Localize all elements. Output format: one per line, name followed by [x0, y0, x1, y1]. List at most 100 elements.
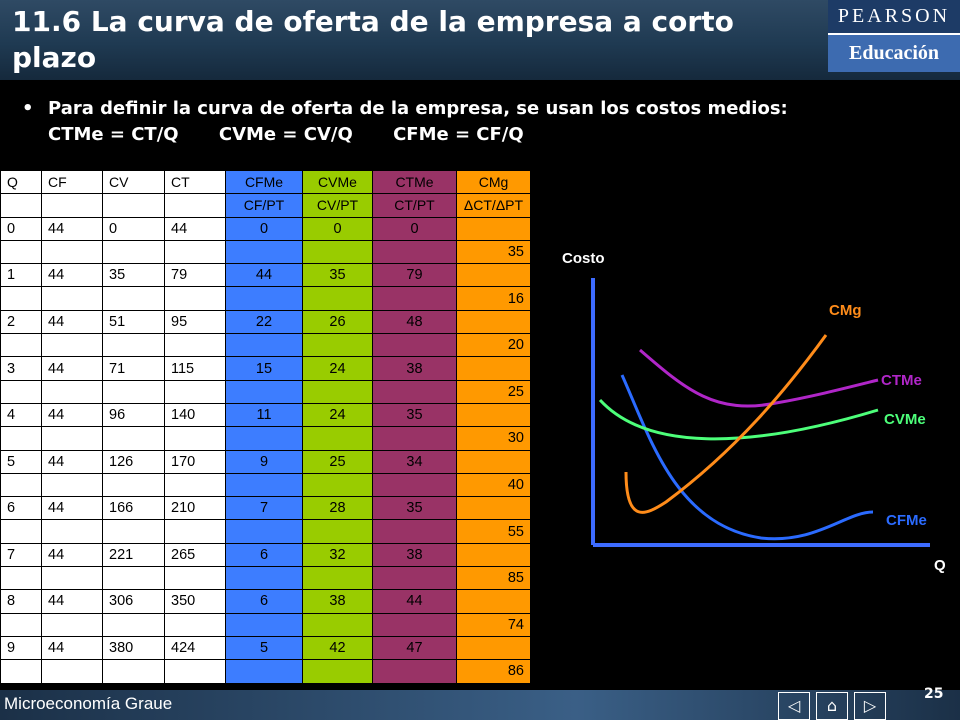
table-row: 4 44 96 140 11 24 35: [0, 402, 531, 428]
table-cell: 221: [102, 542, 165, 568]
table-cell: 170: [164, 449, 226, 474]
empty-cell: [225, 659, 303, 684]
footer-brand: Microeconomía Graue: [4, 694, 173, 713]
table-cell: 44: [164, 216, 226, 241]
table-row: 5 44 126 170 9 25 34: [0, 449, 531, 474]
empty-cell: [0, 193, 42, 218]
cmg-cell: 25: [456, 379, 531, 404]
empty-cell: [164, 519, 226, 544]
empty-cell: [41, 519, 103, 544]
cmg-cell: 85: [456, 566, 531, 591]
empty-cell: [0, 379, 42, 404]
prev-slide-button[interactable]: ◁: [778, 692, 810, 720]
table-cell: 7: [225, 496, 303, 521]
cmg-cell: 86: [456, 659, 531, 684]
cmg-cell: 16: [456, 286, 531, 311]
empty-cell: [41, 472, 103, 498]
subheader-cell: ΔCT/ΔPT: [456, 193, 531, 218]
empty-cell: [0, 519, 42, 544]
table-cell: 79: [164, 263, 226, 288]
table-cell: 7: [0, 542, 42, 568]
empty-cell: [225, 239, 303, 265]
empty-cell: [164, 379, 226, 404]
cmg-cell: [456, 496, 531, 521]
empty-cell: [41, 612, 103, 637]
table-cell: 9: [225, 449, 303, 474]
table-cell: 380: [102, 635, 165, 661]
table-cell: 44: [41, 402, 103, 428]
table-cell: 42: [302, 635, 373, 661]
empty-cell: [225, 472, 303, 498]
empty-cell: [225, 426, 303, 451]
empty-cell: [164, 566, 226, 591]
cmg-cell: [456, 449, 531, 474]
header-cell: CV: [102, 169, 165, 195]
x-axis-label: Q: [934, 557, 946, 574]
empty-cell: [41, 239, 103, 265]
table-cell: 306: [102, 589, 165, 614]
table-cell: 32: [302, 542, 373, 568]
empty-cell: [0, 286, 42, 311]
header-row: Q CF CV CT CFMe CVMe CTMe CMg: [0, 169, 531, 195]
empty-cell: [0, 612, 42, 637]
table-cell: 44: [41, 635, 103, 661]
empty-cell: [0, 659, 42, 684]
empty-cell: [102, 379, 165, 404]
empty-cell: [302, 333, 373, 358]
cost-table: Q CF CV CT CFMe CVMe CTMe CMg CF/PT CV/PT CT/PT ΔCT…: [0, 169, 531, 684]
empty-cell: [372, 333, 457, 358]
empty-cell: [164, 333, 226, 358]
cmg-cell: 40: [456, 472, 531, 498]
table-cell: 0: [0, 216, 42, 241]
header-cell: CF: [41, 169, 103, 195]
table-row: 35: [0, 239, 531, 265]
table-row: 16: [0, 286, 531, 311]
empty-cell: [372, 566, 457, 591]
empty-cell: [102, 566, 165, 591]
empty-cell: [302, 426, 373, 451]
empty-cell: [41, 426, 103, 451]
table-row: 8 44 306 350 6 38 44: [0, 589, 531, 614]
table-cell: 5: [225, 635, 303, 661]
curve-cmg: [624, 334, 828, 514]
cmg-cell: 30: [456, 426, 531, 451]
table-cell: 5: [0, 449, 42, 474]
table-cell: 15: [225, 356, 303, 381]
table-cell: 9: [0, 635, 42, 661]
home-button[interactable]: ⌂: [816, 692, 848, 720]
table-cell: 25: [302, 449, 373, 474]
table-cell: 6: [225, 589, 303, 614]
header-cell: CFMe: [225, 169, 303, 195]
table-cell: 6: [225, 542, 303, 568]
empty-cell: [0, 566, 42, 591]
slide-title: 11.6 La curva de oferta de la empresa a …: [12, 5, 734, 74]
table-row: 2 44 51 95 22 26 48: [0, 309, 531, 335]
empty-cell: [372, 286, 457, 311]
table-cell: 47: [372, 635, 457, 661]
table-cell: 38: [302, 589, 373, 614]
empty-cell: [372, 472, 457, 498]
empty-cell: [372, 379, 457, 404]
table-cell: 44: [41, 216, 103, 241]
subheader-cell: CV/PT: [302, 193, 373, 218]
label-cmg: CMg: [829, 302, 862, 319]
table-row: 25: [0, 379, 531, 404]
table-cell: 44: [41, 589, 103, 614]
table-cell: 0: [372, 216, 457, 241]
table-row: 85: [0, 566, 531, 591]
arrow-right-icon: ▷: [863, 696, 877, 715]
cmg-cell: [456, 263, 531, 288]
empty-cell: [225, 612, 303, 637]
table-row: 9 44 380 424 5 42 47: [0, 635, 531, 661]
table-cell: 35: [372, 496, 457, 521]
empty-cell: [102, 333, 165, 358]
empty-cell: [372, 239, 457, 265]
empty-cell: [302, 379, 373, 404]
table-cell: 44: [41, 263, 103, 288]
empty-cell: [372, 612, 457, 637]
table-cell: 71: [102, 356, 165, 381]
footer-bar: Microeconomía Graue 25 ◁ ⌂ ▷: [0, 686, 960, 720]
next-slide-button[interactable]: ▷: [854, 692, 886, 720]
empty-cell: [41, 379, 103, 404]
empty-cell: [164, 286, 226, 311]
